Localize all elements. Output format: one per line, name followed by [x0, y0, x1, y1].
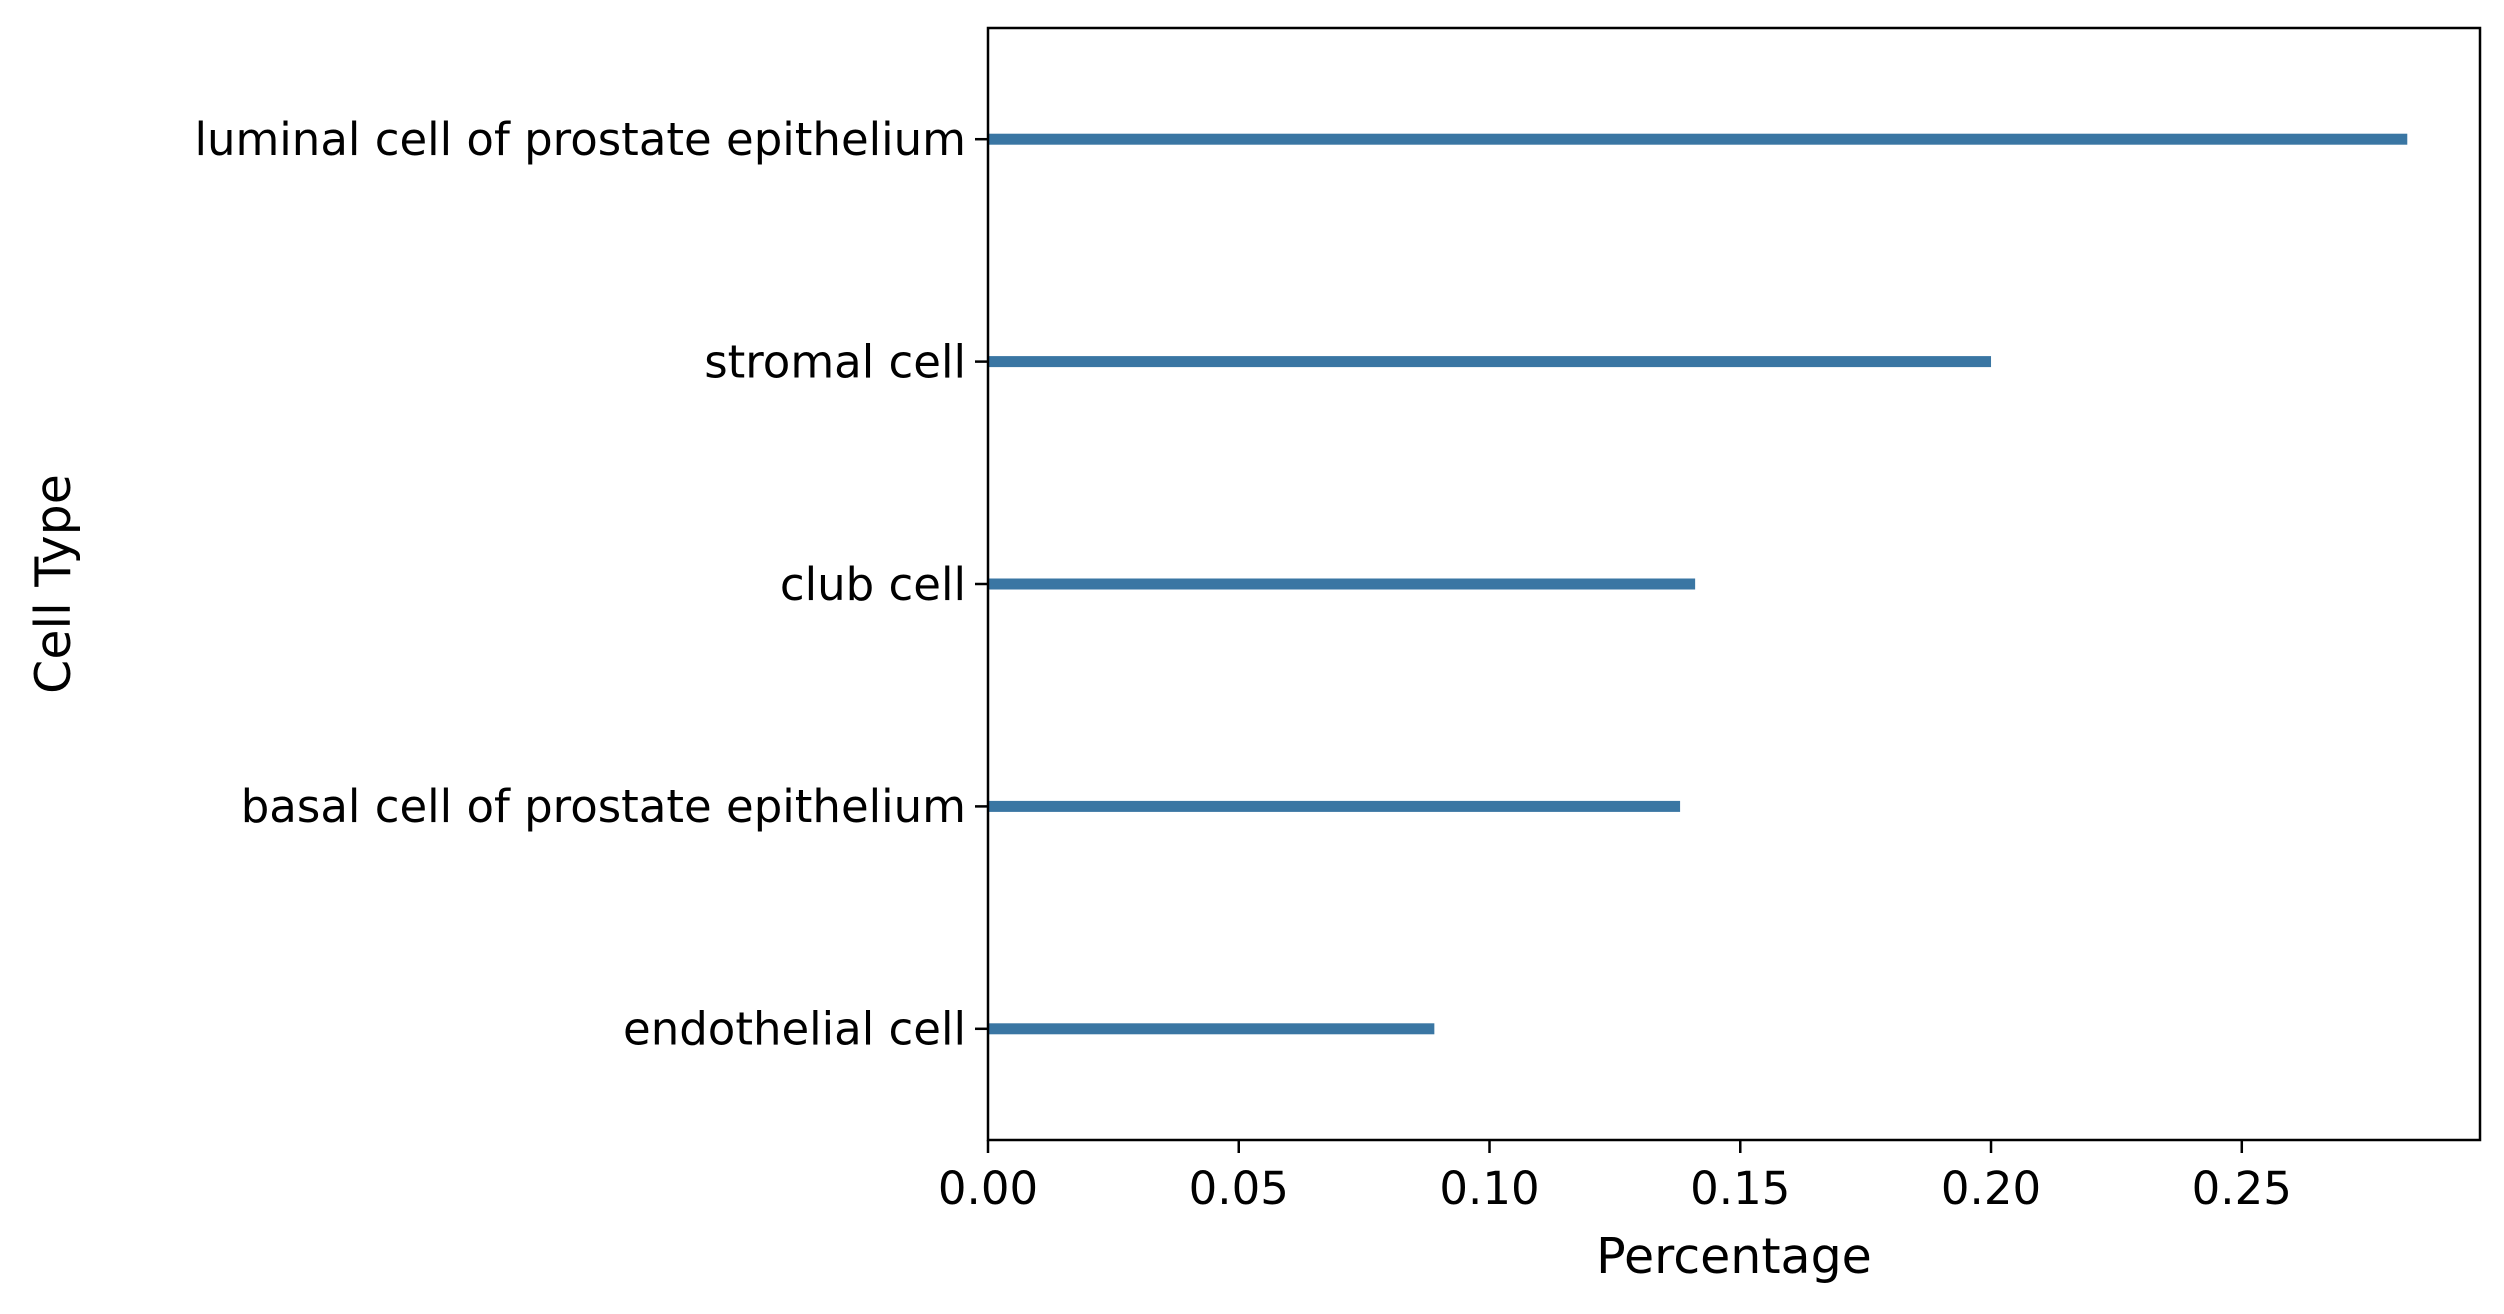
bar-1 — [988, 356, 1992, 368]
x-tick-label-2: 0.10 — [1439, 1162, 1539, 1215]
y-axis-ticks: luminal cell of prostate epithelium strom… — [194, 113, 988, 1056]
plot-frame — [986, 26, 2482, 1142]
y-tick-label-0: luminal cell of prostate epithelium — [194, 113, 966, 166]
bar-3 — [988, 800, 1681, 812]
y-axis-label: Cell Type — [25, 474, 82, 694]
x-tick-label-1: 0.05 — [1189, 1162, 1289, 1215]
bar-0 — [988, 133, 2408, 145]
x-tick-label-5: 0.25 — [2192, 1162, 2292, 1215]
y-tick-label-1: stromal cell — [704, 335, 966, 388]
bar-2 — [988, 578, 1696, 590]
y-tick-label-3: basal cell of prostate epithelium — [241, 780, 966, 833]
bar-4 — [988, 1023, 1435, 1035]
y-tick-label-2: club cell — [780, 558, 966, 611]
x-axis-ticks: 0.00 0.05 0.10 0.15 0.20 0.25 — [938, 1140, 2292, 1215]
x-tick-label-3: 0.15 — [1690, 1162, 1790, 1215]
x-tick-label-4: 0.20 — [1941, 1162, 2041, 1215]
y-tick-label-4: endothelial cell — [623, 1003, 966, 1056]
x-axis-label: Percentage — [1596, 1228, 1872, 1285]
x-tick-label-0: 0.00 — [938, 1162, 1038, 1215]
bars — [988, 133, 2408, 1035]
